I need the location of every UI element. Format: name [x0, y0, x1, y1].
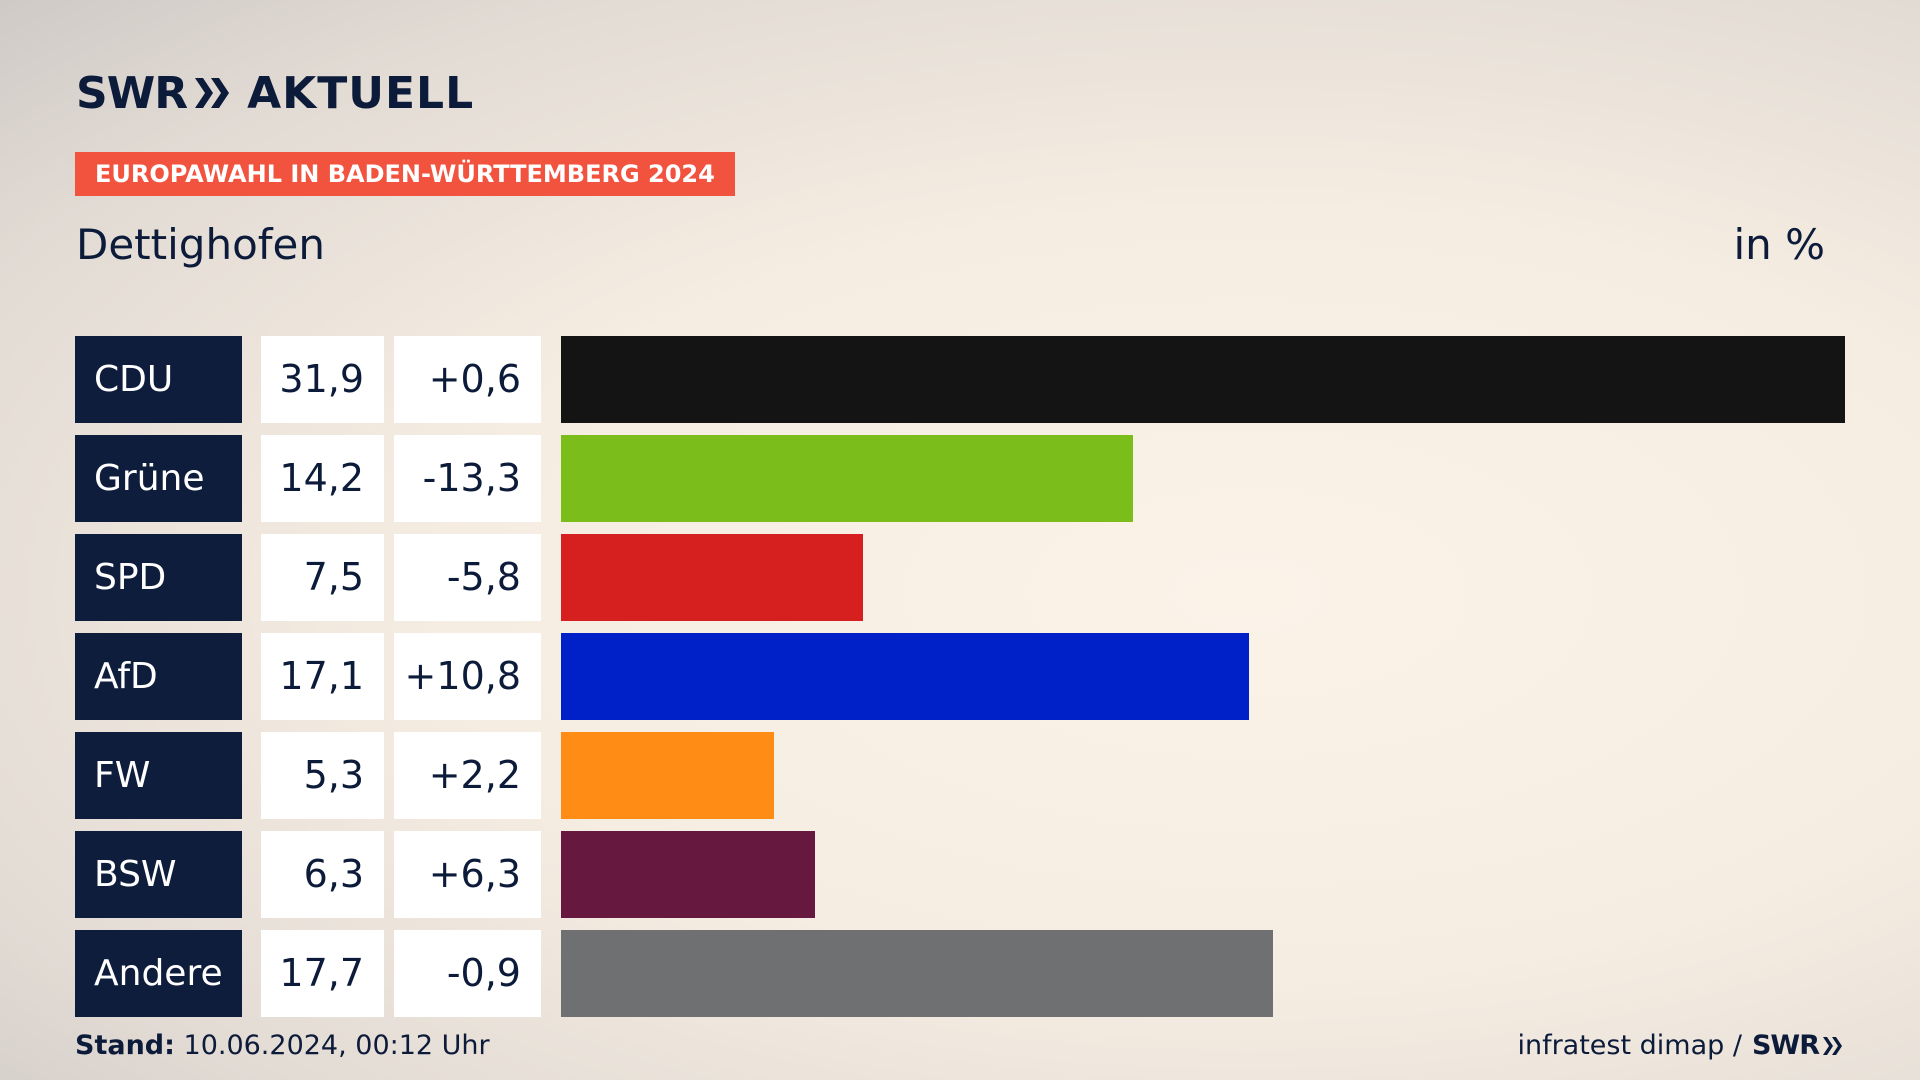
party-label: Andere: [75, 930, 242, 1017]
result-bar: [561, 534, 863, 621]
stand-value: 10.06.2024, 00:12 Uhr: [183, 1030, 490, 1061]
party-label: BSW: [75, 831, 242, 918]
result-bar: [561, 930, 1273, 1017]
region-title: Dettighofen: [76, 220, 326, 269]
result-bar: [561, 633, 1249, 720]
chart-row: CDU 31,9 +0,6: [75, 336, 1845, 423]
stand-timestamp: Stand: 10.06.2024, 00:12 Uhr: [75, 1030, 490, 1061]
double-chevron-icon: [195, 78, 230, 108]
result-bar: [561, 831, 815, 918]
chart-row: BSW 6,3 +6,3: [75, 831, 1845, 918]
result-bar: [561, 732, 774, 819]
vote-change-value: +10,8: [394, 633, 541, 720]
vote-change-value: -13,3: [394, 435, 541, 522]
logo-word: AKTUELL: [247, 67, 475, 119]
party-label: FW: [75, 732, 242, 819]
vote-share-value: 7,5: [261, 534, 384, 621]
vote-change-value: -0,9: [394, 930, 541, 1017]
source-credit: infratest dimap / SWR: [1517, 1030, 1844, 1061]
chart-row: AfD 17,1 +10,8: [75, 633, 1845, 720]
election-banner: EUROPAWAHL IN BADEN-WÜRTTEMBERG 2024: [75, 152, 735, 196]
chart-row: SPD 7,5 -5,8: [75, 534, 1845, 621]
party-label: CDU: [75, 336, 242, 423]
vote-change-value: +2,2: [394, 732, 541, 819]
vote-share-value: 6,3: [261, 831, 384, 918]
unit-label: in %: [1733, 220, 1825, 269]
source-brand: SWR: [1751, 1030, 1820, 1061]
vote-share-value: 17,7: [261, 930, 384, 1017]
result-bar: [561, 435, 1133, 522]
chart-row: FW 5,3 +2,2: [75, 732, 1845, 819]
vote-share-value: 31,9: [261, 336, 384, 423]
vote-share-value: 5,3: [261, 732, 384, 819]
party-label: Grüne: [75, 435, 242, 522]
vote-change-value: -5,8: [394, 534, 541, 621]
chart-row: Andere 17,7 -0,9: [75, 930, 1845, 1017]
source-text: infratest dimap /: [1517, 1030, 1742, 1061]
vote-change-value: +6,3: [394, 831, 541, 918]
swr-aktuell-logo: SWR AKTUELL: [76, 66, 474, 120]
party-label: SPD: [75, 534, 242, 621]
stand-label: Stand:: [75, 1030, 175, 1061]
double-chevron-icon-small: [1823, 1036, 1842, 1055]
vote-share-value: 17,1: [261, 633, 384, 720]
vote-change-value: +0,6: [394, 336, 541, 423]
result-bar: [561, 336, 1845, 423]
vote-share-value: 14,2: [261, 435, 384, 522]
party-label: AfD: [75, 633, 242, 720]
chart-row: Grüne 14,2 -13,3: [75, 435, 1845, 522]
logo-brand: SWR: [76, 67, 188, 119]
